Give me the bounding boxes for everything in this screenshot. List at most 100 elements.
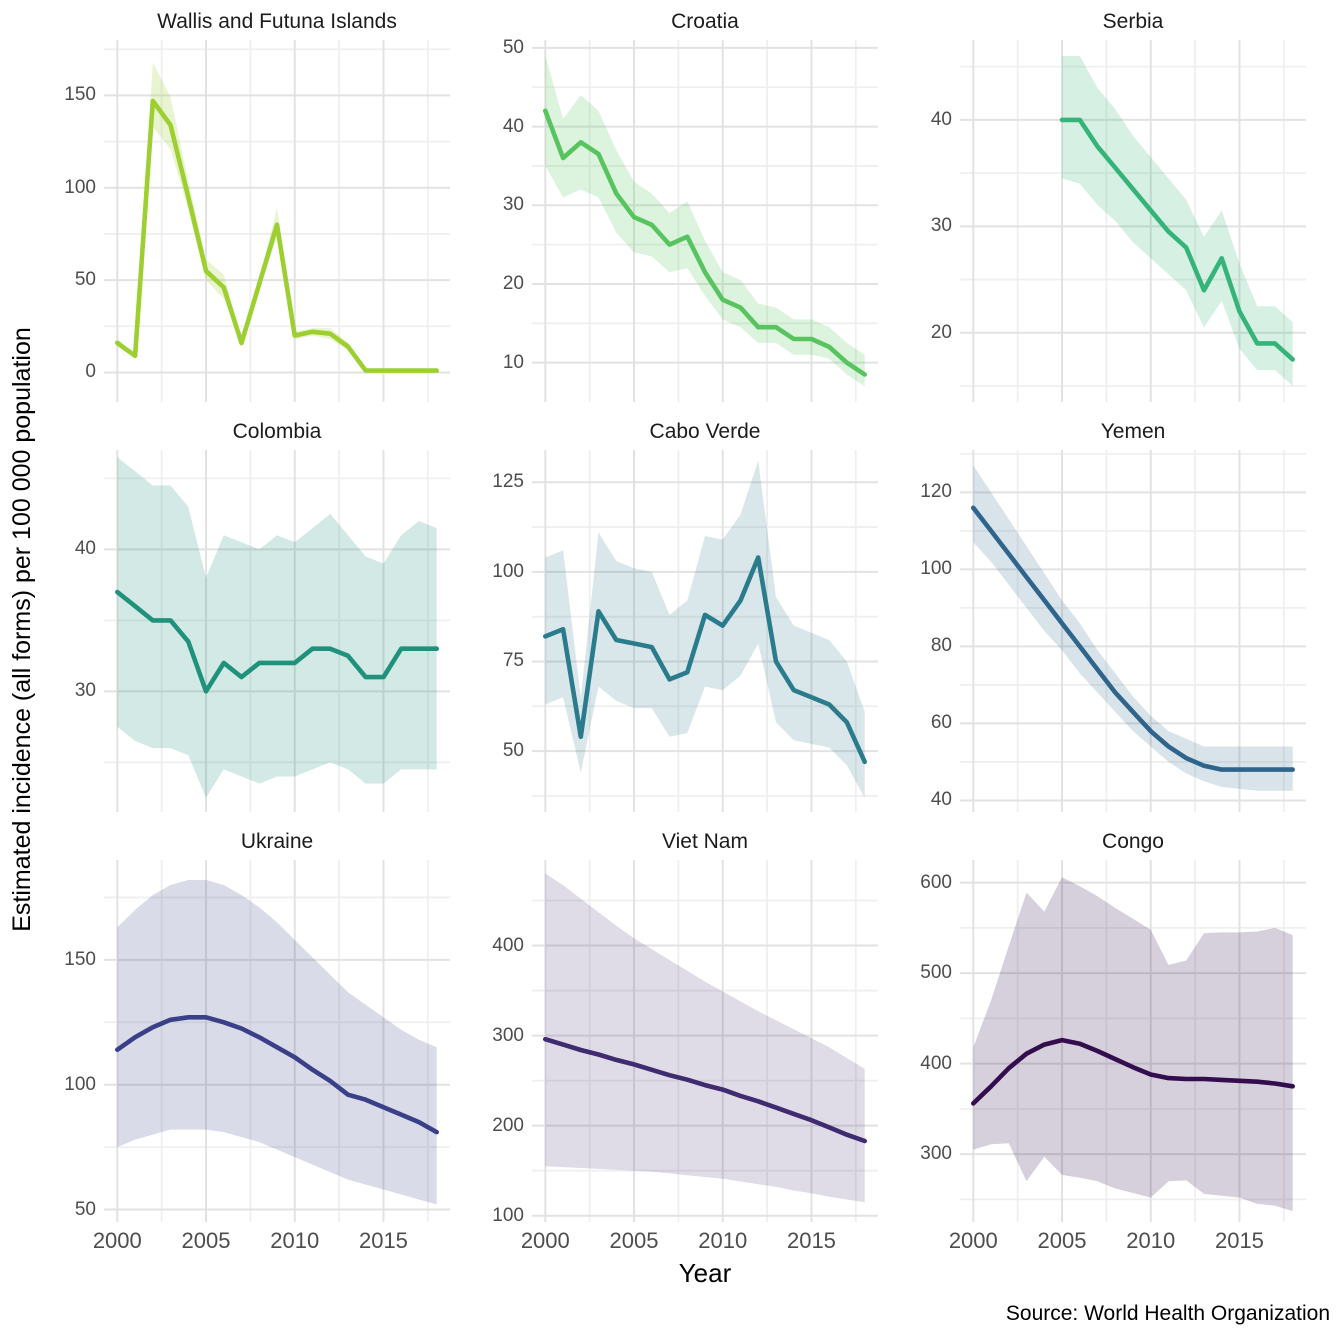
x-tick-label: 2005 bbox=[609, 1228, 659, 1253]
facet-panel-ukraine bbox=[104, 860, 450, 1222]
y-tick-label: 300 bbox=[492, 1024, 524, 1046]
facet-wallis-and-futuna-islands: Wallis and Futuna Islands 0 50 100 150 bbox=[50, 6, 478, 402]
facet-colombia: Colombia 30 40 bbox=[50, 416, 478, 812]
facet-title-congo: Congo bbox=[1102, 830, 1164, 853]
y-tick-label: 125 bbox=[492, 471, 524, 493]
facet-title-wallis-and-futuna-islands: Wallis and Futuna Islands bbox=[157, 10, 397, 33]
y-tick-label: 150 bbox=[64, 948, 96, 970]
confidence-ribbon-cabo-verde bbox=[545, 460, 865, 798]
y-tick-label: 30 bbox=[930, 215, 952, 237]
y-axis-title-text: Estimated incidence (all forms) per 100 … bbox=[7, 326, 36, 932]
trend-line-ukraine bbox=[115, 1015, 440, 1135]
y-tick-label: 50 bbox=[502, 740, 524, 762]
facet-panel-wallis-and-futuna-islands bbox=[104, 40, 450, 402]
trend-line-congo bbox=[971, 1037, 1296, 1106]
trend-line-cabo-verde bbox=[543, 555, 868, 765]
x-axis-ticks: 2000 2005 2010 2015 bbox=[50, 1222, 478, 1254]
trend-line-colombia bbox=[115, 589, 440, 694]
confidence-ribbon-croatia bbox=[545, 55, 865, 387]
facet-panel-area: 0 50 100 150 bbox=[50, 40, 478, 402]
x-axis-ticks: 2000 2005 2010 2015 bbox=[906, 1222, 1334, 1254]
facet-panel-area: 20 30 40 bbox=[906, 40, 1334, 402]
y-tick-label: 50 bbox=[502, 36, 524, 58]
y-tick-label: 20 bbox=[502, 272, 524, 294]
confidence-ribbon-wallis-and-futuna-islands bbox=[117, 62, 437, 372]
facet-title-yemen: Yemen bbox=[1100, 420, 1166, 443]
facet-viet-nam: Viet Nam 100 200 300 400 2000 2005 2010 2015 bbox=[478, 826, 906, 1254]
y-tick-label: 60 bbox=[930, 712, 952, 734]
y-tick-label: 80 bbox=[930, 635, 952, 657]
y-tick-label: 150 bbox=[64, 84, 96, 106]
y-tick-label: 10 bbox=[502, 351, 524, 373]
facet-panel-serbia bbox=[960, 40, 1306, 402]
facet-panel-area: 50 75 100 125 bbox=[478, 450, 906, 812]
facet-panel-yemen bbox=[960, 450, 1306, 812]
y-tick-label: 100 bbox=[64, 1073, 96, 1095]
x-tick-label: 2000 bbox=[520, 1228, 570, 1253]
source-caption: Source: World Health Organization bbox=[1005, 1302, 1330, 1325]
facet-title-serbia: Serbia bbox=[1102, 10, 1164, 33]
facet-panel-congo bbox=[960, 860, 1306, 1222]
facet-panel-cabo-verde bbox=[532, 450, 878, 812]
facet-title-ukraine: Ukraine bbox=[240, 830, 314, 853]
y-tick-label: 400 bbox=[492, 934, 524, 956]
y-tick-label: 30 bbox=[74, 680, 96, 702]
x-tick-label: 2010 bbox=[698, 1228, 748, 1253]
facet-panel-area: 10 20 30 40 50 bbox=[478, 36, 906, 402]
x-tick-label: 2005 bbox=[1037, 1228, 1087, 1253]
x-tick-label: 2005 bbox=[181, 1228, 231, 1253]
y-tick-label: 100 bbox=[492, 1204, 524, 1226]
y-tick-label: 75 bbox=[502, 650, 524, 672]
facet-panel-area: 100 200 300 400 bbox=[478, 860, 906, 1226]
confidence-ribbon-ukraine bbox=[117, 880, 437, 1205]
x-tick-label: 2000 bbox=[948, 1228, 998, 1253]
x-tick-label: 2010 bbox=[270, 1228, 320, 1253]
y-tick-label: 50 bbox=[74, 269, 96, 291]
y-tick-label: 500 bbox=[920, 962, 952, 984]
y-tick-label: 50 bbox=[74, 1198, 96, 1220]
facet-panel-viet-nam bbox=[532, 860, 878, 1222]
y-tick-label: 100 bbox=[64, 176, 96, 198]
x-tick-label: 2015 bbox=[1214, 1228, 1264, 1253]
facet-croatia: Croatia 10 20 30 40 50 bbox=[478, 6, 906, 402]
y-tick-label: 300 bbox=[920, 1143, 952, 1165]
facet-panel-area: 30 40 bbox=[50, 450, 478, 812]
facet-yemen: Yemen 40 60 80 100 120 bbox=[906, 416, 1334, 812]
y-axis-title: Estimated incidence (all forms) per 100 … bbox=[0, 6, 44, 1252]
facet-serbia: Serbia 20 30 40 bbox=[906, 6, 1334, 402]
facet-panel-croatia bbox=[532, 40, 878, 402]
facet-panel-area: 50 100 150 bbox=[50, 860, 478, 1222]
y-tick-label: 40 bbox=[930, 108, 952, 130]
trend-line-serbia bbox=[1059, 117, 1296, 362]
facet-ukraine: Ukraine 50 100 150 2000 2005 2010 2015 bbox=[50, 826, 478, 1254]
y-tick-label: 30 bbox=[502, 194, 524, 216]
y-tick-label: 120 bbox=[920, 481, 952, 503]
x-tick-label: 2010 bbox=[1126, 1228, 1176, 1253]
facet-panel-area: 300 400 500 600 bbox=[906, 860, 1334, 1222]
y-tick-label: 40 bbox=[930, 789, 952, 811]
confidence-ribbon-yemen bbox=[973, 465, 1293, 791]
y-tick-label: 40 bbox=[502, 115, 524, 137]
trend-line-croatia bbox=[543, 108, 868, 377]
trend-line-yemen bbox=[971, 505, 1296, 772]
facet-title-cabo-verde: Cabo Verde bbox=[649, 420, 761, 443]
x-tick-label: 2000 bbox=[92, 1228, 142, 1253]
facet-cabo-verde: Cabo Verde 50 75 100 125 bbox=[478, 416, 906, 812]
y-tick-label: 0 bbox=[85, 361, 96, 383]
trend-line-wallis-and-futuna-islands bbox=[115, 98, 440, 373]
trend-line-viet-nam bbox=[543, 1036, 868, 1144]
confidence-ribbon-viet-nam bbox=[545, 873, 865, 1203]
confidence-ribbon-congo bbox=[973, 877, 1293, 1212]
facet-grid: Wallis and Futuna Islands 0 50 100 150 Croati… bbox=[50, 6, 1334, 1254]
y-tick-label: 100 bbox=[920, 558, 952, 580]
x-axis-ticks: 2000 2005 2010 2015 bbox=[478, 1222, 906, 1254]
confidence-ribbon-serbia bbox=[1062, 56, 1293, 386]
y-tick-label: 40 bbox=[74, 538, 96, 560]
facet-congo: Congo 300 400 500 600 2000 2005 2010 2015 bbox=[906, 826, 1334, 1254]
confidence-ribbon-colombia bbox=[117, 457, 437, 798]
x-tick-label: 2015 bbox=[786, 1228, 836, 1253]
facet-title-viet-nam: Viet Nam bbox=[662, 830, 748, 853]
facet-title-colombia: Colombia bbox=[232, 420, 322, 443]
y-tick-label: 400 bbox=[920, 1052, 952, 1074]
facet-panel-area: 40 60 80 100 120 bbox=[906, 450, 1334, 812]
